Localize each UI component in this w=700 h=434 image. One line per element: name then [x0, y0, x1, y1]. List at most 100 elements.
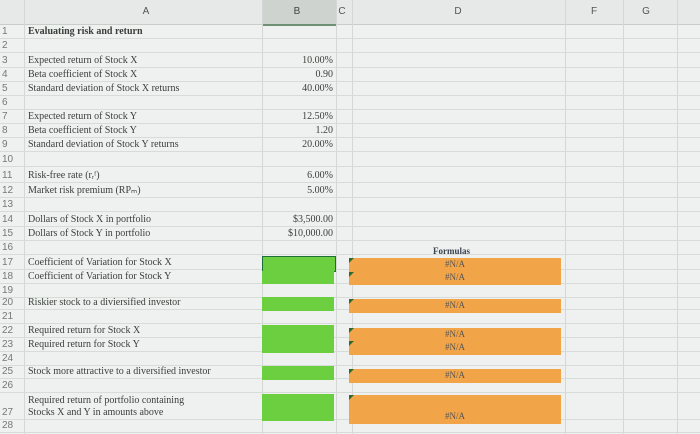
label-cv-x: Coefficient of Variation for Stock X: [28, 257, 172, 268]
label-risk-free: Risk-free rate (rᵣᶠ): [28, 170, 100, 181]
gridline: [0, 197, 700, 198]
gridline: [0, 182, 700, 183]
row-header[interactable]: 10: [2, 154, 14, 165]
gridline: [0, 166, 700, 167]
error-indicator-icon: [349, 328, 354, 333]
formula-riskier-value: #N/A: [445, 300, 465, 310]
label-beta-y: Beta coefficient of Stock Y: [28, 125, 137, 136]
gridline: [0, 432, 700, 433]
gridline: [0, 123, 700, 124]
formula-cv[interactable]: #N/A #N/A: [349, 258, 561, 285]
gridline: [0, 365, 700, 366]
row-header[interactable]: 20: [2, 297, 14, 308]
sheet-title: Evaluating risk and return: [28, 26, 143, 37]
col-header-a[interactable]: A: [142, 6, 150, 17]
row-header[interactable]: 3: [2, 55, 8, 66]
row-header[interactable]: 15: [2, 228, 14, 239]
cell-beta-y[interactable]: 1.20: [315, 125, 334, 136]
col-header-f[interactable]: F: [590, 6, 598, 17]
input-attractive[interactable]: [262, 366, 334, 380]
label-exp-ret-y: Expected return of Stock Y: [28, 111, 138, 122]
column-header-bar: A B C D F G: [0, 0, 700, 25]
cell-dollars-y[interactable]: $10,000.00: [288, 228, 333, 239]
row-header[interactable]: 12: [2, 185, 14, 196]
formula-req-returns[interactable]: #N/A #N/A: [349, 328, 561, 355]
label-dollars-x: Dollars of Stock X in portfolio: [28, 214, 152, 225]
label-attractive: Stock more attractive to a diversified i…: [28, 366, 211, 377]
formula-attractive[interactable]: #N/A: [349, 369, 561, 383]
row-header[interactable]: 2: [2, 40, 8, 51]
input-req-returns[interactable]: [262, 325, 334, 353]
gridline: [0, 67, 700, 68]
row-header[interactable]: 7: [2, 111, 8, 122]
cell-risk-free[interactable]: 6.00%: [307, 170, 333, 181]
row-header[interactable]: 5: [2, 83, 8, 94]
row-header[interactable]: 21: [2, 311, 14, 322]
cell-sd-x[interactable]: 40.00%: [302, 83, 333, 94]
label-dollars-y: Dollars of Stock Y in portfolio: [28, 228, 151, 239]
cell-dollars-x[interactable]: $3,500.00: [293, 214, 333, 225]
gridline: [0, 52, 700, 53]
col-header-b-label: B: [293, 6, 301, 17]
gridline: [0, 211, 700, 212]
gridline: [0, 109, 700, 110]
gridline: [0, 226, 700, 227]
formula-cv-y-value: #N/A: [445, 272, 465, 282]
row-header[interactable]: 25: [2, 366, 14, 377]
formulas-header: Formulas: [433, 246, 470, 256]
row-header[interactable]: 13: [2, 199, 14, 210]
row-header[interactable]: 19: [2, 285, 14, 296]
row-header[interactable]: 26: [2, 380, 14, 391]
label-sd-y: Standard deviation of Stock Y returns: [28, 139, 179, 150]
row-header[interactable]: 8: [2, 125, 8, 136]
gridline: [0, 240, 700, 241]
col-header-d[interactable]: D: [454, 6, 462, 17]
formula-attractive-value: #N/A: [445, 370, 465, 380]
input-riskier[interactable]: [262, 297, 334, 311]
cell-market-premium[interactable]: 5.00%: [307, 185, 333, 196]
cell-exp-ret-y[interactable]: 12.50%: [302, 111, 333, 122]
row-header[interactable]: 4: [2, 69, 8, 80]
row-header[interactable]: 24: [2, 353, 14, 364]
formula-riskier[interactable]: #N/A: [349, 299, 561, 313]
error-indicator-icon: [349, 341, 354, 346]
error-indicator-icon: [349, 395, 354, 400]
row-header[interactable]: 23: [2, 339, 14, 350]
error-indicator-icon: [349, 299, 354, 304]
col-header-c[interactable]: C: [338, 6, 346, 17]
row-header[interactable]: 11: [2, 170, 13, 181]
input-cv-x[interactable]: [262, 256, 336, 272]
label-req-x: Required return for Stock X: [28, 325, 141, 336]
row-header[interactable]: 17: [2, 257, 14, 268]
cell-beta-x[interactable]: 0.90: [315, 69, 334, 80]
gridline: [0, 254, 700, 255]
error-indicator-icon: [349, 258, 354, 263]
col-header-g[interactable]: G: [642, 6, 650, 17]
row-header[interactable]: 22: [2, 325, 14, 336]
row-header[interactable]: 28: [2, 420, 14, 431]
input-portfolio-return[interactable]: [262, 394, 334, 421]
gridline: [0, 81, 700, 82]
gridline: [0, 151, 700, 152]
label-exp-ret-x: Expected return of Stock X: [28, 55, 138, 66]
row-header[interactable]: 14: [2, 214, 14, 225]
cell-sd-y[interactable]: 20.00%: [302, 139, 333, 150]
formula-portfolio-return[interactable]: #N/A: [349, 395, 561, 424]
input-cv-y[interactable]: [262, 271, 334, 284]
gridline: [0, 297, 700, 298]
formula-req-x-value: #N/A: [445, 329, 465, 339]
cell-exp-ret-x[interactable]: 10.00%: [302, 55, 333, 66]
label-market-premium: Market risk premium (RPₘ): [28, 185, 141, 196]
row-header[interactable]: 27: [2, 407, 14, 418]
gridline: [0, 392, 700, 393]
row-header[interactable]: 9: [2, 139, 8, 150]
row-header[interactable]: 18: [2, 271, 14, 282]
formula-cv-x-value: #N/A: [445, 259, 465, 269]
gridline: [0, 323, 700, 324]
row-header[interactable]: 6: [2, 97, 8, 108]
row-header[interactable]: 16: [2, 242, 14, 253]
formula-portfolio-value: #N/A: [445, 411, 465, 421]
row-header[interactable]: 1: [2, 26, 8, 37]
label-sd-x: Standard deviation of Stock X returns: [28, 83, 180, 94]
